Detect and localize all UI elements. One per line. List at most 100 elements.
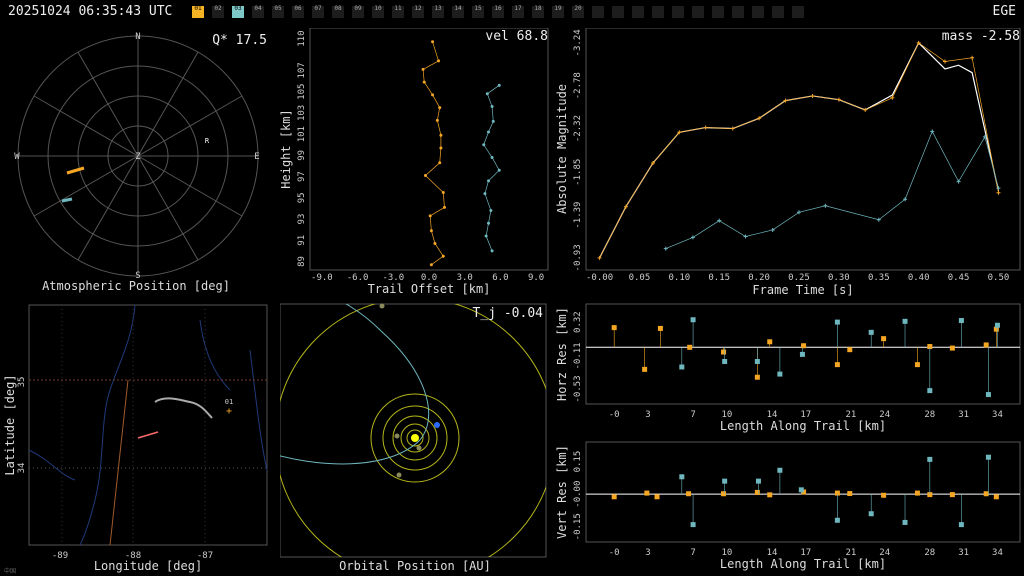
frame-tab[interactable]: 05: [272, 6, 284, 18]
residual-point: [985, 454, 991, 460]
frame-tab[interactable]: 19: [552, 6, 564, 18]
sky-plot: N E S W Z R Q* 17.5 Atmospheric Position…: [14, 32, 267, 293]
frame-tab[interactable]: [792, 6, 804, 18]
frame-tab[interactable]: 13: [432, 6, 444, 18]
frame-tab[interactable]: [772, 6, 784, 18]
data-point: [623, 204, 628, 209]
data-point: [421, 67, 425, 71]
height-readout: vel 68.8: [485, 29, 548, 44]
frame-tab[interactable]: 16: [492, 6, 504, 18]
frame-tab[interactable]: 10: [372, 6, 384, 18]
x-tick-label: 10: [721, 410, 732, 420]
x-tick-label: 34: [992, 548, 1003, 558]
frame-tab-label: 16: [494, 5, 502, 12]
data-point: [783, 98, 788, 103]
frame-tab[interactable]: [652, 6, 664, 18]
frame-tab[interactable]: [752, 6, 764, 18]
frame-tab[interactable]: [592, 6, 604, 18]
data-point: [433, 241, 437, 245]
x-tick-label: 0.20: [748, 273, 770, 283]
y-tick-label: 107: [297, 62, 307, 78]
frame-tab[interactable]: 09: [352, 6, 364, 18]
frame-tab[interactable]: [712, 6, 724, 18]
frame-tab[interactable]: 02: [212, 6, 224, 18]
residual-point: [721, 491, 727, 497]
y-tick-label: 101: [297, 126, 307, 142]
height-xlabel: Trail Offset [km]: [368, 282, 491, 296]
frame-tab[interactable]: [732, 6, 744, 18]
frame-tab[interactable]: 07: [312, 6, 324, 18]
data-point: [863, 107, 868, 112]
x-tick-label: 0.50: [988, 273, 1010, 283]
sky-spoke: [137, 155, 243, 217]
map-marker-label: 01: [225, 398, 233, 406]
data-point: [422, 80, 426, 84]
data-point: [717, 218, 722, 223]
data-point: [651, 160, 656, 165]
frame-tab[interactable]: 11: [392, 6, 404, 18]
data-point: [439, 146, 443, 150]
x-tick-label: 0.40: [908, 273, 930, 283]
residual-point: [902, 318, 908, 324]
residual-point: [798, 487, 804, 493]
data-point: [943, 59, 948, 64]
residual-point: [801, 343, 807, 349]
residual-point: [722, 358, 728, 364]
frame-tab[interactable]: 18: [532, 6, 544, 18]
residual-point: [611, 494, 617, 500]
frame-tab[interactable]: 08: [332, 6, 344, 18]
station-code: EGE: [992, 4, 1016, 19]
data-point: [703, 125, 708, 130]
y-tick-label: -1.85: [573, 159, 583, 186]
frame-tab[interactable]: 12: [412, 6, 424, 18]
sky-readout: Q* 17.5: [212, 33, 267, 48]
orbit-plot: T_j -0.04 Orbital Position [AU]: [280, 303, 547, 573]
residual-point: [777, 371, 783, 377]
frame-tab[interactable]: 17: [512, 6, 524, 18]
data-point: [970, 55, 975, 60]
mag-ylabel: Absolute Magnitude: [555, 84, 569, 214]
data-point: [441, 254, 445, 258]
data-point: [996, 186, 1001, 191]
sky-spoke: [77, 155, 139, 261]
frame-tab[interactable]: [632, 6, 644, 18]
data-point: [431, 40, 435, 44]
residual-point: [927, 344, 933, 350]
residual-xlabel: Length Along Trail [km]: [720, 557, 886, 571]
sky-marker: R: [205, 137, 210, 145]
data-point: [489, 209, 493, 213]
x-tick-label: 17: [800, 548, 811, 558]
y-tick-label: 91: [297, 235, 307, 246]
residual-xlabel: Length Along Trail [km]: [720, 419, 886, 433]
frame-tab[interactable]: 06: [292, 6, 304, 18]
frame-tab[interactable]: 20: [572, 6, 584, 18]
data-point: [485, 92, 489, 96]
frame-tab[interactable]: 03: [232, 6, 244, 18]
x-tick-label: 0.35: [868, 273, 890, 283]
frame-tab[interactable]: [692, 6, 704, 18]
frame-tab[interactable]: 04: [252, 6, 264, 18]
residual-point: [777, 467, 783, 473]
frame-tab-label: 19: [554, 5, 562, 12]
residual-point: [994, 322, 1000, 328]
frame-tab[interactable]: [612, 6, 624, 18]
data-point: [491, 119, 495, 123]
frame-tab[interactable]: 01: [192, 6, 204, 18]
residual-point: [654, 494, 660, 500]
x-tick-label: -0: [609, 548, 620, 558]
compass-north: N: [135, 32, 140, 42]
data-point: [487, 221, 490, 225]
x-tick-label: -9.0: [311, 273, 333, 283]
frame-tab[interactable]: 14: [452, 6, 464, 18]
plot-frame: [585, 441, 1021, 543]
x-tick-label: 0.45: [948, 273, 970, 283]
y-tick-label: 95: [297, 192, 307, 203]
residual-point: [721, 349, 727, 355]
frame-tab[interactable]: [672, 6, 684, 18]
data-point: [677, 130, 682, 135]
data-point: [483, 192, 487, 196]
frame-tab[interactable]: 15: [472, 6, 484, 18]
data-point: [836, 97, 841, 102]
data-point: [903, 197, 908, 202]
x-tick-label: -6.0: [347, 273, 369, 283]
